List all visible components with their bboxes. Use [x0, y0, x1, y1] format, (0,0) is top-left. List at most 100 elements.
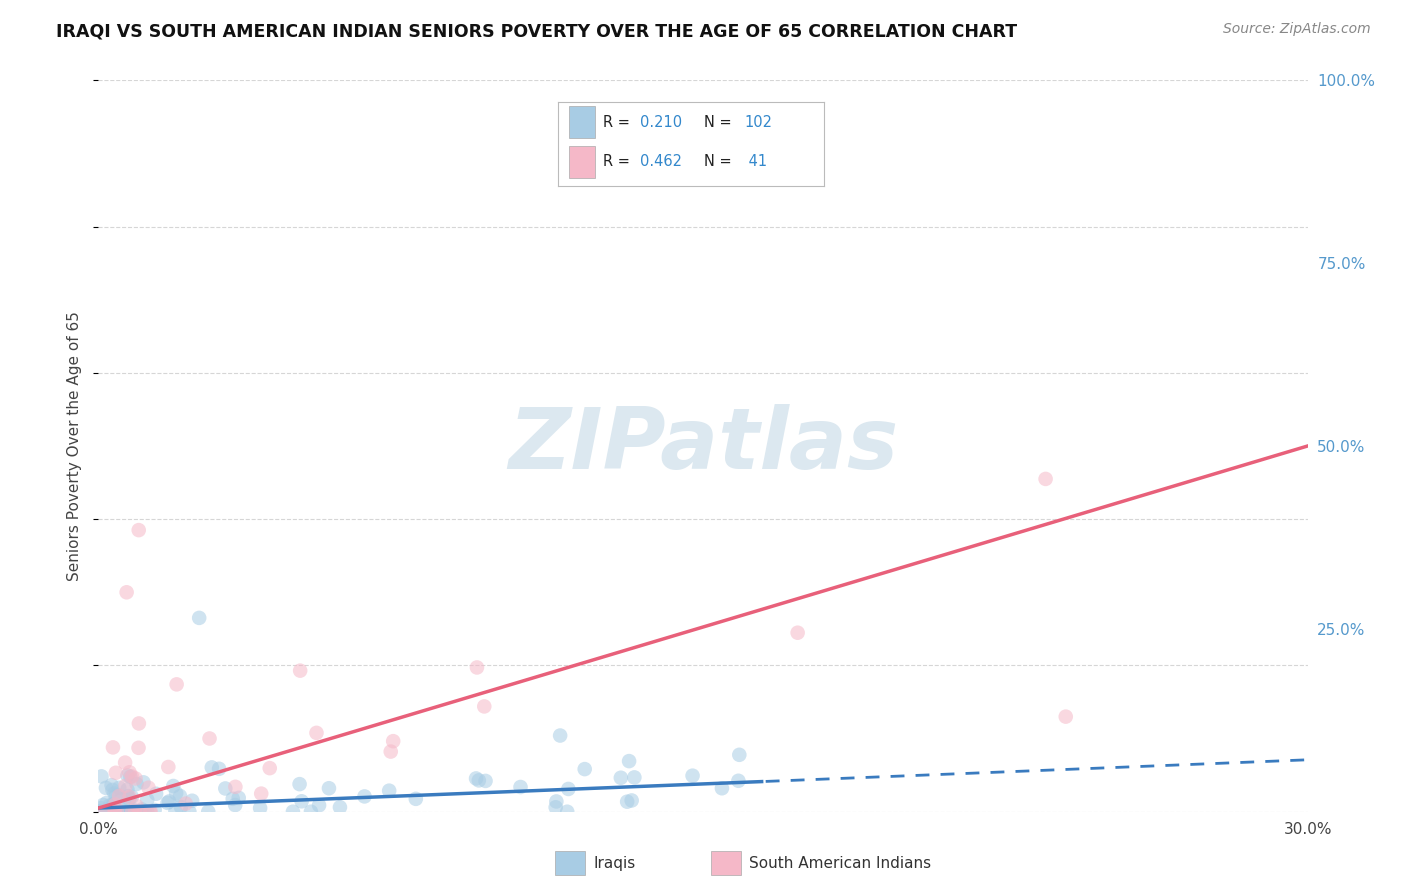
Point	[118, 789, 141, 804]
Point	[105, 805, 128, 819]
Point	[214, 781, 236, 796]
Point	[224, 780, 246, 794]
Point	[91, 797, 114, 812]
Point	[108, 805, 131, 819]
Point	[620, 793, 643, 807]
Point	[468, 773, 491, 788]
Point	[128, 716, 150, 731]
Point	[281, 805, 304, 819]
Point	[1035, 472, 1057, 486]
Point	[728, 747, 751, 762]
Point	[198, 731, 221, 746]
Text: IRAQI VS SOUTH AMERICAN INDIAN SENIORS POVERTY OVER THE AGE OF 65 CORRELATION CH: IRAQI VS SOUTH AMERICAN INDIAN SENIORS P…	[56, 22, 1018, 40]
Point	[128, 523, 150, 537]
Point	[727, 773, 749, 788]
Text: South American Indians: South American Indians	[749, 855, 932, 871]
Point	[405, 792, 427, 806]
Point	[165, 805, 187, 819]
Point	[104, 797, 127, 812]
Point	[299, 805, 322, 819]
Point	[162, 779, 184, 793]
Point	[617, 754, 640, 768]
Point	[104, 805, 127, 819]
Point	[197, 805, 219, 819]
Point	[87, 805, 110, 819]
Point	[100, 805, 122, 819]
Point	[125, 799, 148, 814]
Point	[103, 805, 125, 819]
Y-axis label: Seniors Poverty Over the Age of 65: Seniors Poverty Over the Age of 65	[67, 311, 83, 581]
Point	[90, 801, 112, 815]
Point	[188, 611, 211, 625]
Point	[169, 789, 191, 803]
Point	[118, 805, 141, 819]
Point	[474, 773, 496, 788]
Point	[100, 805, 122, 819]
Point	[101, 797, 124, 812]
Point	[103, 803, 125, 817]
Point	[93, 805, 115, 819]
Point	[121, 805, 143, 819]
Bar	[711, 851, 741, 875]
Point	[139, 805, 162, 819]
Point	[117, 768, 139, 782]
Point	[623, 771, 645, 785]
Point	[110, 792, 132, 806]
Point	[610, 771, 633, 785]
Point	[136, 793, 159, 807]
Point	[249, 801, 271, 815]
Point	[114, 805, 136, 819]
Text: Iraqis: Iraqis	[593, 855, 636, 871]
Point	[101, 740, 124, 755]
Point	[378, 783, 401, 797]
Point	[682, 769, 704, 783]
Point	[546, 794, 568, 808]
Point	[291, 794, 314, 808]
Point	[305, 726, 328, 740]
Point	[98, 798, 121, 813]
Point	[288, 664, 311, 678]
Point	[786, 625, 808, 640]
Point	[465, 772, 488, 786]
Point	[710, 781, 733, 796]
Point	[250, 787, 273, 801]
Point	[93, 805, 115, 819]
Point	[318, 781, 340, 796]
Point	[105, 805, 128, 819]
Point	[129, 805, 152, 819]
Point	[103, 797, 125, 812]
Point	[145, 787, 167, 801]
Point	[157, 794, 180, 808]
Point	[124, 772, 146, 786]
Point	[288, 777, 311, 791]
Point	[380, 745, 402, 759]
Point	[616, 795, 638, 809]
Point	[87, 805, 110, 819]
Point	[1054, 709, 1077, 723]
Point	[134, 805, 156, 819]
Point	[101, 805, 124, 819]
Point	[222, 791, 245, 805]
Point	[96, 796, 118, 810]
Point	[114, 756, 136, 770]
Point	[329, 800, 352, 814]
Point	[110, 802, 132, 816]
Point	[118, 765, 141, 780]
Point	[103, 805, 125, 819]
Point	[201, 760, 224, 774]
Point	[129, 805, 152, 819]
Point	[90, 805, 112, 819]
Point	[224, 798, 246, 813]
Point	[139, 805, 162, 819]
Point	[121, 805, 143, 819]
Point	[114, 779, 136, 793]
Point	[138, 780, 160, 795]
Point	[122, 805, 145, 819]
Point	[104, 805, 127, 819]
Point	[472, 699, 495, 714]
Point	[122, 805, 145, 819]
Point	[509, 780, 531, 794]
Text: ZIPatlas: ZIPatlas	[508, 404, 898, 488]
Point	[124, 805, 146, 819]
Point	[104, 765, 127, 780]
